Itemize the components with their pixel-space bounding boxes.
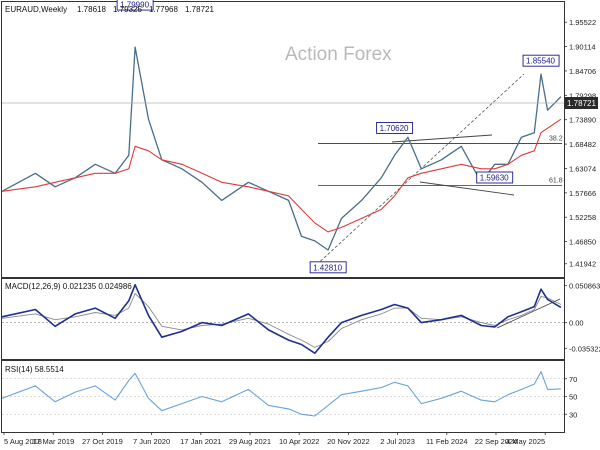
price-level-box — [116, 0, 154, 11]
price-y-tick-label: 1.73890 — [569, 116, 596, 125]
x-tick-label: 27 Oct 2019 — [82, 437, 123, 446]
price-level-label: 1.59630 — [480, 173, 509, 182]
price-y-tick-label: 1.41942 — [569, 260, 596, 269]
price-y-tick-label: 1.57666 — [569, 189, 596, 198]
price-panel-frame — [1, 1, 565, 278]
x-tick-label: 29 Aug 2021 — [229, 437, 271, 446]
price-level-box — [476, 171, 514, 184]
ohlc-open: 1.78618 — [77, 5, 106, 14]
macd-trendline — [496, 298, 561, 329]
price-y-axis: 1.95522 1.90114 1.84706 1.79298 1.73890 1.684… — [564, 18, 596, 269]
price-level-label: 1.70620 — [380, 124, 409, 133]
x-tick-label: 4 May 2025 — [506, 437, 545, 446]
price-y-tick-label: 1.63074 — [569, 164, 596, 173]
rsi-y-tick-label: 50 — [569, 393, 577, 402]
price-level-box — [309, 261, 347, 274]
rsi-y-tick-label: 70 — [569, 375, 577, 384]
price-series — [1, 46, 562, 251]
price-y-tick-label: 1.84706 — [569, 67, 596, 76]
fib-level-label: 61.8 — [549, 177, 563, 184]
macd-panel-frame — [1, 278, 565, 360]
last-price-label: 1.78721 — [567, 99, 596, 108]
x-tick-label: 10 Apr 2022 — [279, 437, 319, 446]
x-tick-label: 22 Sep 2024 — [475, 437, 518, 446]
x-tick-label: 5 Aug 2018 — [4, 437, 42, 446]
rsi-y-tick-label: 30 — [569, 410, 577, 419]
ohlc-low: 1.77968 — [149, 5, 178, 14]
price-title: EURAUD,Weekly — [5, 5, 67, 14]
price-y-tick-label: 1.95522 — [569, 18, 596, 27]
fib-levels: 38.2 61.8 — [318, 136, 563, 186]
fib-level-label: 38.2 — [549, 136, 563, 143]
price-y-tick-label: 1.90114 — [569, 43, 596, 52]
macd-y-axis: 0.050863 0.00 -0.035322 — [564, 282, 600, 353]
price-level-label: 1.79990 — [120, 1, 149, 10]
ohlc-high: 1.79325 — [113, 5, 142, 14]
macd-y-tick-label: -0.035322 — [569, 344, 600, 353]
rsi-y-axis: 70 50 30 — [564, 375, 577, 419]
triangle-lower-line — [419, 181, 515, 196]
rsi-line — [1, 371, 561, 417]
x-tick-label: 11 Feb 2024 — [426, 437, 468, 446]
x-tick-label: 20 Nov 2022 — [327, 437, 370, 446]
x-tick-label: 2 Jul 2023 — [380, 437, 415, 446]
macd-y-tick-label: 0.050863 — [569, 282, 600, 291]
ohlc-values: 1.78618 1.79325 1.77968 1.78721 — [77, 5, 214, 14]
macd-y-tick-label: 0.00 — [569, 319, 584, 328]
ema-line — [1, 118, 562, 233]
macd-series — [1, 283, 564, 355]
triangle-upper-line — [391, 134, 493, 143]
macd-signal-line — [1, 293, 562, 348]
price-level-label: 1.42810 — [313, 263, 342, 272]
macd-title: MACD(12,26,9) 0.021235 0.024986 — [5, 282, 132, 291]
price-level-label: 1.85540 — [526, 57, 555, 66]
price-annotations: 1.79990 1.85540 1.70620 1.59630 1.42810 — [116, 0, 560, 274]
last-price-tag — [565, 97, 598, 109]
watermark: Action Forex — [285, 44, 392, 65]
rsi-series — [1, 371, 564, 417]
ohlc-close: 1.78721 — [185, 5, 214, 14]
x-tick-label: 17 Jan 2021 — [180, 437, 221, 446]
price-y-tick-label: 1.46850 — [569, 238, 596, 247]
trendlines — [312, 73, 525, 269]
channel-trendline — [312, 73, 525, 269]
price-level-box — [522, 54, 560, 67]
x-tick-label: 7 Jun 2020 — [133, 437, 170, 446]
price-line — [1, 46, 562, 251]
macd-line — [1, 283, 562, 355]
x-tick-label: 17 Mar 2019 — [32, 437, 74, 446]
price-level-box — [376, 122, 414, 134]
price-y-tick-label: 1.79298 — [569, 91, 596, 100]
price-y-tick-label: 1.68482 — [569, 140, 596, 149]
price-y-tick-label: 1.52258 — [569, 213, 596, 222]
rsi-title: RSI(14) 58.5514 — [5, 365, 64, 374]
